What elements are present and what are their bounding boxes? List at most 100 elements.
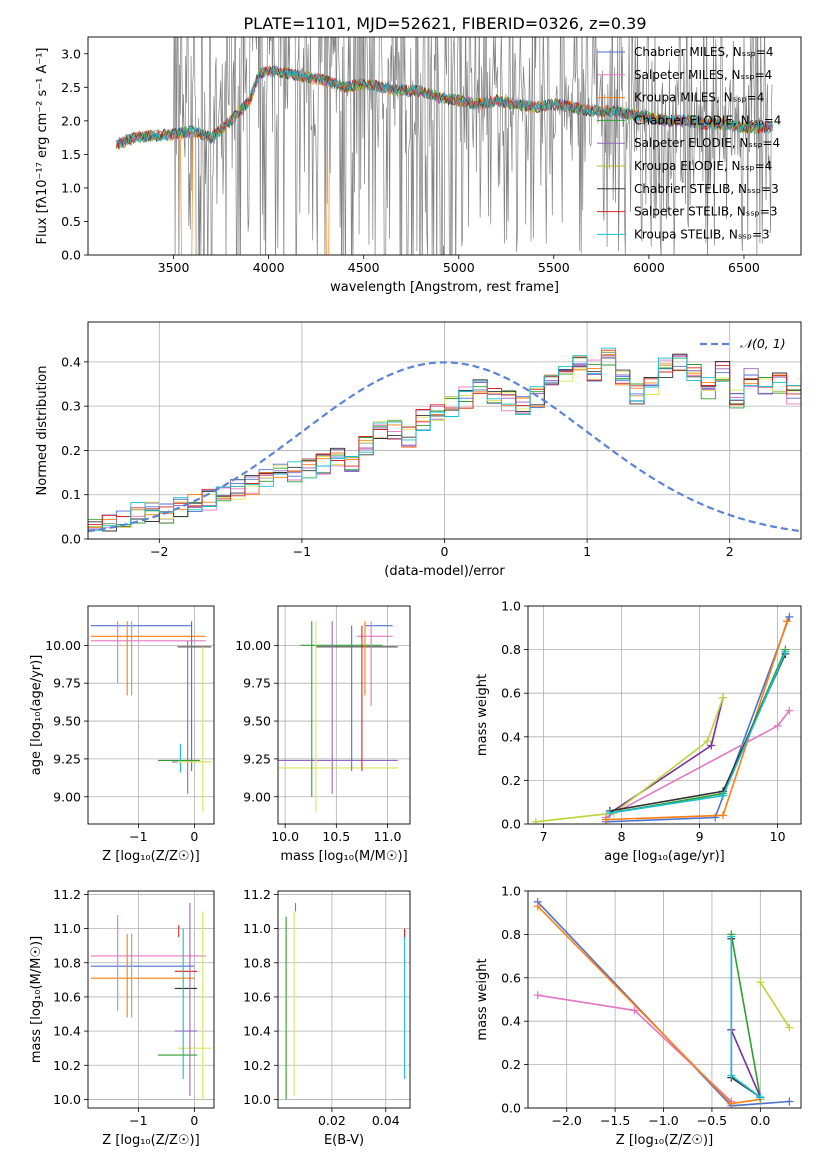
x-axis-label: Z [log₁₀(Z/Z☉)]	[102, 849, 199, 864]
y-tick-label: 0.4	[501, 729, 521, 744]
y-tick-label: 2.5	[61, 80, 81, 95]
x-tick-label: 6500	[728, 260, 760, 275]
legend-label-8: Kroupa STELIB, Nₛₛₚ=3	[634, 227, 770, 241]
model-spectrum-8	[116, 66, 773, 149]
y-tick-label: 0.1	[61, 487, 81, 502]
axes-6: 0.02 0.04 10.0 10.2 10.4 10.6 10.8 11.0 11.2 E(B-…	[243, 887, 411, 1148]
y-tick-label: 11.0	[53, 921, 81, 936]
y-tick-label: 0.2	[61, 443, 81, 458]
weight-line-2	[605, 621, 788, 821]
weight-point	[785, 1097, 794, 1106]
axes-frame	[527, 890, 802, 1109]
y-tick-label: 9.50	[243, 714, 271, 729]
y-tick-label: 10.00	[45, 638, 81, 653]
y-axis-label: age [log₁₀(age/yr)]	[29, 655, 44, 776]
legend-label-normal: 𝒩(0, 1)	[740, 336, 786, 351]
y-tick-label: 9.00	[243, 789, 271, 804]
axes-0: 3500 4000 4500 5000 5500 6000 6500 0.0 0.5 1.0 1.5…	[35, 36, 802, 295]
axes-4: 7 8 9 10 0.0 0.2 0.4 0.6 0.8 1.0 age [log₁₀(age/yr…	[475, 599, 802, 864]
y-tick-label: 0.5	[61, 214, 81, 229]
spectrum-legend: Chabrier MILES, Nₛₛₚ=4 Salpeter MILES, Nₛ…	[597, 45, 781, 241]
axes-frame	[87, 321, 802, 540]
weight-point	[727, 1099, 736, 1108]
weight-point	[602, 815, 610, 824]
weight-point	[703, 737, 712, 746]
axes-frame	[87, 36, 802, 256]
errorbar-plot-area	[285, 902, 406, 1100]
y-axis-label: Flux [fλ10⁻¹⁷ erg cm⁻² s⁻¹ A⁻¹]	[35, 48, 50, 245]
y-tick-label: 1.5	[61, 147, 81, 162]
y-tick-label: 0.8	[501, 642, 521, 657]
x-tick-label: −1.0	[648, 1113, 678, 1128]
weight-point	[707, 741, 716, 750]
y-tick-label: 9.25	[243, 751, 271, 766]
y-tick-label: 3.0	[61, 46, 81, 61]
y-tick-label: 10.8	[53, 955, 81, 970]
x-tick-label: 0	[441, 544, 449, 559]
weight-point	[719, 811, 727, 820]
y-tick-label: 11.0	[243, 921, 271, 936]
y-tick-label: 0.0	[61, 532, 81, 547]
residual-histogram-6	[88, 353, 801, 532]
legend-label-5: Kroupa ELODIE, Nₛₛₚ=4	[634, 159, 772, 173]
axes-frame	[87, 890, 215, 1109]
y-tick-label: 1.0	[501, 599, 521, 614]
y-tick-label: 10.2	[243, 1058, 271, 1073]
x-axis-label: (data-model)/error	[384, 564, 505, 579]
weight-point	[773, 721, 782, 730]
errorbar-plot-area	[90, 902, 212, 1100]
x-tick-label: 9	[696, 829, 704, 844]
y-tick-label: 9.25	[53, 751, 81, 766]
weight-line-4	[730, 1029, 762, 1098]
x-tick-label: 0.04	[372, 1113, 400, 1128]
x-tick-label: 0	[190, 1113, 198, 1128]
weights-plot-area	[533, 897, 794, 1108]
normal-reference-curve	[88, 361, 801, 533]
residual-histogram-2	[88, 353, 801, 528]
y-axis-label: mass weight	[475, 958, 490, 1040]
x-tick-label: −0.5	[697, 1113, 727, 1128]
weight-point	[785, 1023, 794, 1032]
x-axis-label: Z [log₁₀(Z/Z☉)]	[616, 1133, 713, 1148]
weight-line-2	[537, 905, 761, 1105]
axes-1: −2 −1 0 1 2 0.0 0.1 0.2 0.3 0.4 (data-model)/error…	[35, 321, 802, 579]
residual-histogram-3	[88, 357, 801, 527]
y-tick-label: 10.6	[243, 989, 271, 1004]
y-tick-label: 0.4	[501, 1014, 521, 1029]
x-tick-label: 10	[770, 829, 786, 844]
x-tick-label: 4500	[348, 260, 380, 275]
y-tick-label: 10.00	[235, 638, 271, 653]
y-tick-label: 0.8	[501, 927, 521, 942]
y-tick-label: 0.6	[501, 970, 521, 985]
weights-plot-area	[531, 612, 794, 824]
x-tick-label: 6000	[633, 260, 665, 275]
y-tick-label: 11.2	[243, 887, 271, 902]
y-tick-label: 10.0	[53, 1092, 81, 1107]
x-axis-label: age [log₁₀(age/yr)]	[604, 849, 725, 864]
weight-point	[711, 813, 720, 822]
x-tick-label: 5500	[538, 260, 570, 275]
y-tick-label: 10.0	[243, 1092, 271, 1107]
x-tick-label: 0.0	[750, 1113, 770, 1128]
axes-5: −1 0 10.0 10.2 10.4 10.6 10.8 11.0 11.2 Z [log₁₀(…	[29, 887, 215, 1148]
x-tick-label: −1	[129, 829, 147, 844]
axes-7: −2.0 −1.5 −1.0 −0.5 0.0 0.0 0.2 0.4 0.6 0.8 1.0 Z […	[475, 884, 802, 1148]
weight-point	[727, 932, 736, 941]
y-tick-label: 0.4	[61, 354, 81, 369]
legend-label-6: Chabrier STELIB, Nₛₛₚ=3	[634, 182, 779, 196]
x-tick-label: 1	[583, 544, 591, 559]
x-tick-label: 10.0	[271, 829, 299, 844]
y-tick-label: 0.0	[61, 248, 81, 263]
model-spectrum-7	[116, 66, 773, 149]
x-tick-label: −1.5	[600, 1113, 630, 1128]
weight-point	[533, 902, 542, 911]
weight-point	[781, 647, 790, 656]
weight-line-5	[759, 981, 791, 1029]
x-tick-label: 0.02	[318, 1113, 346, 1128]
x-tick-label: 10.5	[322, 829, 350, 844]
y-tick-label: 9.50	[53, 714, 81, 729]
y-tick-label: 10.4	[53, 1024, 81, 1039]
y-tick-label: 11.2	[53, 887, 81, 902]
x-tick-label: 4000	[253, 260, 285, 275]
weight-line-7	[609, 651, 787, 814]
